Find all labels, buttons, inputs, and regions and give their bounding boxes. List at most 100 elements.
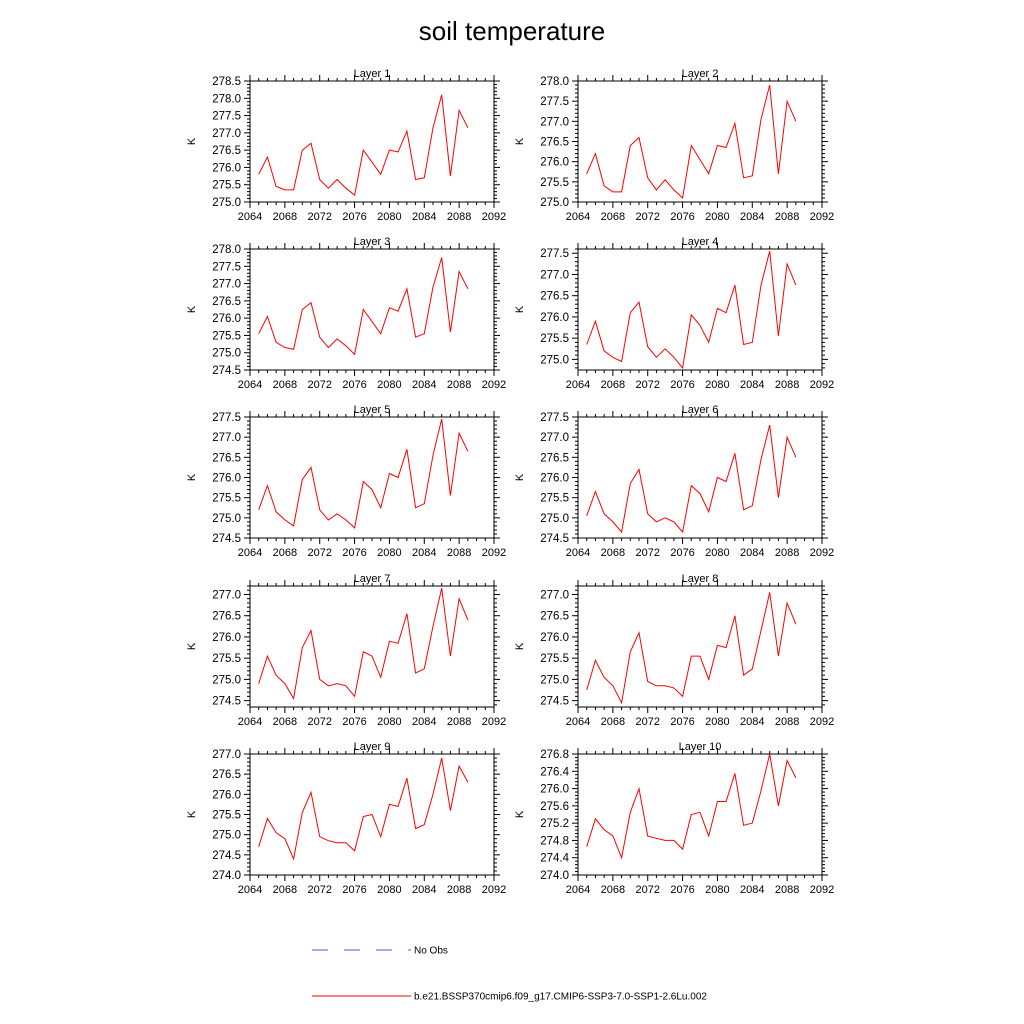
y-tick-label: 275.0 [540,197,569,209]
x-tick-label: 2076 [342,547,366,559]
x-tick-label: 2064 [566,211,590,223]
y-axis-label: K [514,642,526,650]
y-tick-label: 276.0 [212,473,241,485]
x-tick-label: 2092 [810,379,834,391]
y-tick-label: 277.0 [212,432,241,444]
panel-layer-10: Layer 10 K 2064 2068 2072 2076 2080 2084 2088 209… [514,741,834,896]
x-tick-label: 2072 [307,211,331,223]
y-tick-label: 276.5 [540,291,569,303]
x-tick-label: 2084 [412,379,436,391]
y-tick-label: 274.0 [540,870,569,882]
x-tick-label: 2076 [342,716,366,728]
y-tick-label: 276.0 [540,632,569,644]
y-tick-label: 275.0 [540,674,569,686]
series-line-layer-8 [586,592,797,705]
y-tick-label: 275.0 [212,513,241,525]
x-tick-label: 2092 [482,211,506,223]
x-tick-label: 2064 [238,884,262,896]
y-tick-label: 275.5 [212,653,241,665]
series-line-layer-3 [258,257,469,356]
y-tick-label: 275.0 [212,348,241,360]
x-tick-label: 2068 [601,716,625,728]
x-tick-label: 2088 [447,379,471,391]
panel-layer-9: Layer 9 K 2064 2068 2072 2076 2080 2084 2088 2092… [186,741,506,896]
x-tick-label: 2092 [810,547,834,559]
y-tick-label: 276.0 [212,162,241,174]
y-tick-label: 275.5 [540,653,569,665]
figure-title: soil temperature [419,16,605,46]
y-axis-label: K [514,137,526,145]
y-tick-label: 276.5 [212,769,241,781]
y-tick-label: 277.5 [540,96,569,108]
panel-title: Layer 3 [354,236,391,248]
panel-layer-7: Layer 7 K 2064 2068 2072 2076 2080 2084 2088 2092… [186,573,506,728]
panel-title: Layer 8 [682,573,719,585]
y-axis-label: K [186,642,198,650]
x-tick-label: 2084 [740,211,764,223]
y-tick-label: 278.0 [212,244,241,256]
x-tick-label: 2088 [775,716,799,728]
y-tick-label: 275.0 [212,674,241,686]
panel-title: Layer 9 [354,741,391,753]
y-tick-label: 277.5 [212,412,241,424]
y-tick-label: 276.0 [212,632,241,644]
y-tick-label: 277.0 [540,589,569,601]
y-tick-label: 274.4 [540,853,569,865]
y-tick-label: 277.5 [540,412,569,424]
y-tick-label: 275.0 [212,830,241,842]
y-tick-label: 277.5 [540,248,569,260]
x-tick-label: 2084 [412,211,436,223]
y-tick-label: 276.5 [212,452,241,464]
x-tick-label: 2072 [635,379,659,391]
x-tick-label: 2080 [377,716,401,728]
x-tick-label: 2088 [447,884,471,896]
series-line-layer-2 [586,84,797,200]
y-axis-label: K [514,810,526,818]
panel-title: Layer 7 [354,573,391,585]
y-tick-label: 276.0 [212,789,241,801]
series-line-layer-4 [586,250,797,370]
panel-layer-8: Layer 8 K 2064 2068 2072 2076 2080 2084 2088 2092… [514,573,834,728]
panel-title: Layer 1 [354,68,391,80]
plot-frame [577,416,823,539]
x-tick-label: 2080 [705,379,729,391]
x-tick-label: 2068 [273,716,297,728]
x-tick-label: 2076 [670,379,694,391]
y-tick-label: 277.0 [212,589,241,601]
y-axis-label: K [514,473,526,481]
x-tick-label: 2084 [412,884,436,896]
x-tick-label: 2076 [670,716,694,728]
x-tick-label: 2088 [775,884,799,896]
x-tick-label: 2084 [412,716,436,728]
plot-frame [249,248,495,371]
x-tick-label: 2084 [412,547,436,559]
y-tick-label: 274.5 [540,696,569,708]
x-tick-label: 2072 [635,716,659,728]
x-tick-label: 2080 [377,379,401,391]
panel-grid: Layer 1 K 2064 2068 2072 2076 2080 2084 2088 2092… [186,68,834,896]
series-line-layer-5 [258,418,469,529]
x-tick-label: 2080 [377,547,401,559]
x-tick-label: 2076 [670,211,694,223]
x-tick-label: 2076 [670,547,694,559]
y-tick-label: 275.0 [212,197,241,209]
y-tick-label: 276.5 [212,296,241,308]
x-tick-label: 2068 [601,211,625,223]
x-tick-label: 2072 [635,547,659,559]
panel-layer-4: Layer 4 K 2064 2068 2072 2076 2080 2084 2088 2092… [514,236,834,391]
panel-layer-5: Layer 5 K 2064 2068 2072 2076 2080 2084 2088 2092… [186,404,506,559]
x-tick-label: 2068 [273,547,297,559]
y-tick-label: 277.0 [540,432,569,444]
y-tick-label: 276.0 [212,313,241,325]
y-tick-label: 278.0 [212,93,241,105]
y-axis-label: K [514,305,526,313]
y-axis-label: K [186,137,198,145]
y-tick-label: 275.0 [540,354,569,366]
x-tick-label: 2080 [705,884,729,896]
x-tick-label: 2084 [740,884,764,896]
series-line-layer-1 [258,94,469,197]
legend-series-label: b.e21.BSSP370cmip6.f09_g17.CMIP6-SSP3-7.… [414,992,707,1003]
y-tick-label: 276.0 [540,312,569,324]
x-tick-label: 2088 [775,211,799,223]
